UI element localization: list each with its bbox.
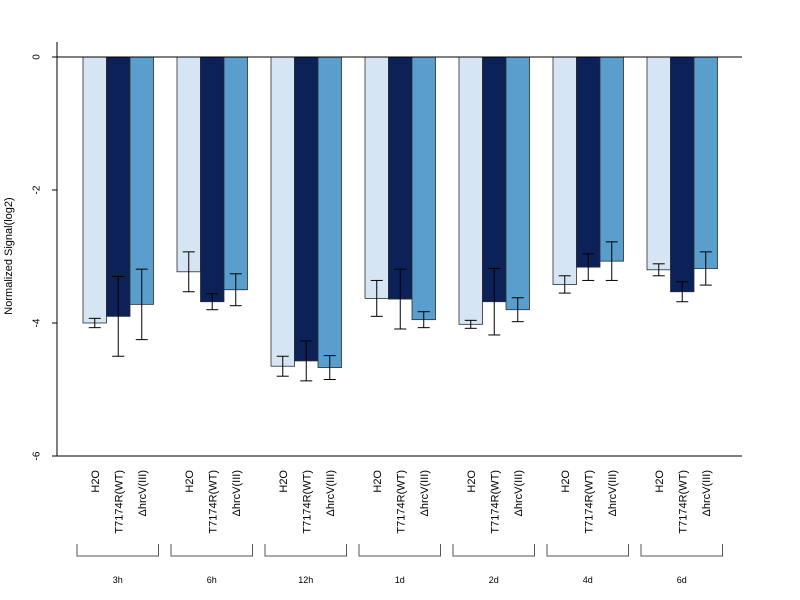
group-bracket — [170, 544, 253, 557]
bar — [693, 56, 718, 269]
y-tick-label: -4 — [32, 318, 43, 327]
bar — [458, 56, 483, 325]
y-tick-label: -6 — [32, 451, 43, 460]
series-tick-label: ΔhrcV(III) — [419, 470, 431, 516]
group-label: 3h — [113, 575, 123, 585]
bar — [82, 56, 107, 324]
bar — [670, 56, 695, 293]
y-tick-label: -2 — [32, 185, 43, 194]
group-bracket — [640, 544, 723, 557]
group-label: 6h — [207, 575, 217, 585]
series-tick-label: H2O — [278, 470, 290, 493]
series-tick-label: H2O — [654, 470, 666, 493]
series-tick-label: H2O — [466, 470, 478, 493]
bar — [176, 56, 201, 273]
series-tick-label: ΔhrcV(III) — [701, 470, 713, 516]
plot-area: 0 -2 -4 -6 H2O T7174R(WT) ΔhrcV(III) 3h H2O T7174… — [32, 42, 742, 585]
bar — [411, 56, 436, 321]
bar — [482, 56, 507, 303]
series-tick-label: ΔhrcV(III) — [325, 470, 337, 516]
bar — [388, 56, 413, 300]
series-tick-label: ΔhrcV(III) — [513, 470, 525, 516]
group-label: 2d — [489, 575, 499, 585]
bar — [223, 56, 248, 291]
series-tick-label: ΔhrcV(III) — [607, 470, 619, 516]
y-axis-title: Normalized Signal(log2) — [3, 197, 15, 314]
bar — [364, 56, 389, 299]
series-tick-label: H2O — [90, 470, 102, 493]
series-tick-label: H2O — [184, 470, 196, 493]
bar — [599, 56, 624, 262]
bar — [317, 56, 342, 368]
series-tick-label: ΔhrcV(III) — [137, 470, 149, 516]
series-tick-label: T7174R(WT) — [583, 470, 595, 534]
series-tick-label: T7174R(WT) — [489, 470, 501, 534]
series-tick-label: H2O — [560, 470, 572, 493]
bar — [294, 56, 319, 362]
series-tick-label: ΔhrcV(III) — [231, 470, 243, 516]
group-label: 1d — [395, 575, 405, 585]
bar — [576, 56, 601, 268]
y-tick-label: 0 — [32, 54, 43, 60]
group-label: 6d — [677, 575, 687, 585]
series-tick-label: T7174R(WT) — [113, 470, 125, 534]
series-tick-label: T7174R(WT) — [677, 470, 689, 534]
bar — [270, 56, 295, 367]
group-bracket — [76, 544, 159, 557]
bar — [129, 56, 154, 305]
group-bracket — [452, 544, 535, 557]
bar — [200, 56, 225, 303]
series-tick-label: T7174R(WT) — [207, 470, 219, 534]
group-bracket — [358, 544, 441, 557]
group-label: 4d — [583, 575, 593, 585]
group-label: 12h — [298, 575, 313, 585]
bar — [646, 56, 671, 271]
bar — [552, 56, 577, 285]
group-bracket — [264, 544, 347, 557]
series-tick-label: T7174R(WT) — [395, 470, 407, 534]
series-tick-label: T7174R(WT) — [301, 470, 313, 534]
group-bracket — [546, 544, 629, 557]
bar — [505, 56, 530, 311]
series-tick-label: H2O — [372, 470, 384, 493]
